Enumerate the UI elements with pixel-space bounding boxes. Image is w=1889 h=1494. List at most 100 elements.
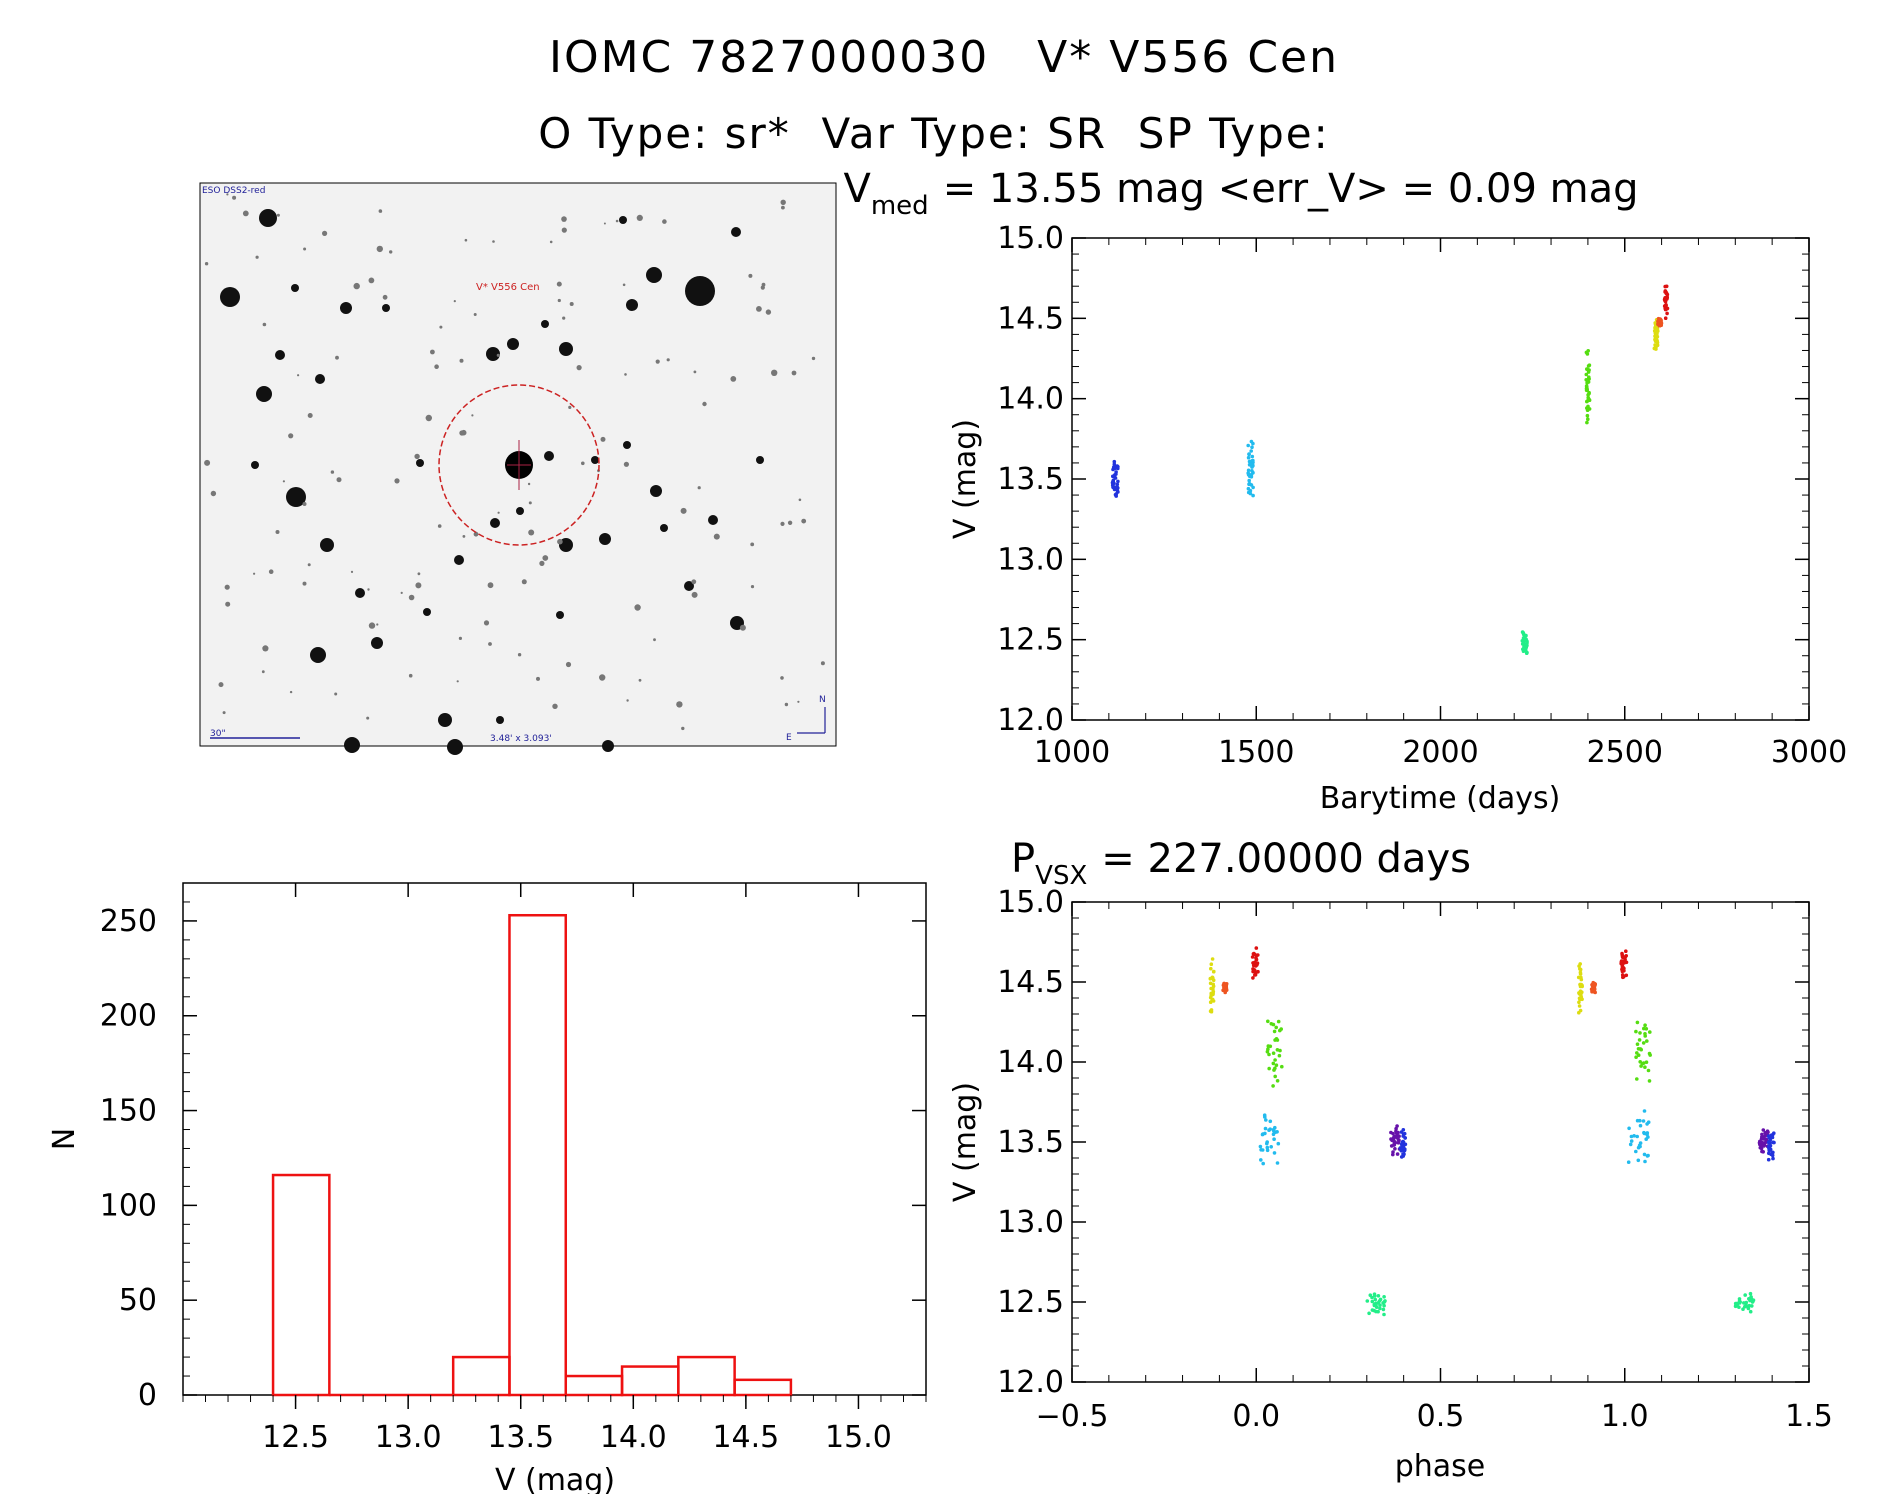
data-point <box>1374 1309 1378 1314</box>
data-point <box>1646 1068 1651 1073</box>
finder-faint-star <box>730 376 737 382</box>
finder-star <box>454 555 464 565</box>
finder-faint-star <box>662 219 667 224</box>
data-point <box>1521 631 1526 636</box>
data-point <box>1622 961 1626 965</box>
data-point <box>1265 1148 1270 1153</box>
data-point <box>1643 1023 1647 1027</box>
data-point <box>1579 977 1584 982</box>
finder-faint-star <box>302 581 307 586</box>
data-point <box>1763 1140 1768 1145</box>
data-point <box>1585 388 1589 392</box>
finder-faint-star <box>653 638 656 642</box>
finder-faint-star <box>599 674 606 681</box>
finder-faint-star <box>624 373 627 376</box>
x-tick-label: 1.5 <box>1785 1399 1833 1434</box>
x-tick-label: 3000 <box>1771 735 1847 770</box>
finder-faint-star <box>376 623 379 626</box>
finder-faint-star <box>288 433 294 439</box>
data-point <box>1253 973 1257 977</box>
finder-star <box>544 451 554 461</box>
data-point <box>1251 458 1255 463</box>
finder-faint-star <box>242 210 249 217</box>
data-point <box>1264 1118 1268 1122</box>
lightcurve-xlabel: Barytime (days) <box>1320 781 1561 816</box>
finder-faint-star <box>556 281 562 287</box>
finder-faint-star <box>798 498 802 502</box>
data-point <box>1212 969 1216 974</box>
data-point <box>1744 1300 1749 1305</box>
data-point <box>1382 1303 1386 1308</box>
data-point <box>1401 1134 1405 1138</box>
finder-star <box>496 716 504 724</box>
phase-points <box>1208 946 1776 1317</box>
y-tick-label: 14.0 <box>997 1045 1064 1080</box>
data-point <box>1769 1133 1773 1138</box>
x-tick-label: 2000 <box>1402 735 1478 770</box>
data-point <box>1391 1131 1395 1136</box>
data-point <box>1273 1066 1277 1071</box>
data-point <box>1261 1161 1265 1166</box>
data-point <box>1644 1060 1649 1064</box>
data-point <box>1747 1297 1751 1301</box>
data-point <box>1116 479 1120 484</box>
data-point <box>1525 640 1529 644</box>
finder-faint-star <box>780 676 784 680</box>
x-tick-label: 15.0 <box>825 1420 892 1455</box>
data-point <box>1592 981 1597 986</box>
finder-faint-star <box>528 501 532 505</box>
data-point <box>1394 1126 1398 1131</box>
finder-faint-star <box>600 436 606 442</box>
data-point <box>1268 1127 1272 1131</box>
data-point <box>1273 1074 1277 1079</box>
lightcurve-title-sub: med <box>871 191 929 221</box>
data-point <box>1761 1135 1765 1139</box>
data-point <box>1250 445 1254 450</box>
data-point <box>1209 1008 1214 1012</box>
data-point <box>1265 1140 1269 1144</box>
finder-faint-star <box>622 283 626 287</box>
data-point <box>1276 1141 1281 1146</box>
finder-faint-star <box>487 582 494 589</box>
data-point <box>1271 1061 1276 1066</box>
data-point <box>1627 1126 1631 1131</box>
data-point <box>1586 417 1590 422</box>
histogram-bar <box>564 1374 624 1397</box>
data-point <box>1636 1158 1641 1163</box>
data-point <box>1621 975 1625 980</box>
histogram-bar <box>677 1355 736 1397</box>
data-point <box>1620 953 1624 957</box>
data-point <box>1278 1028 1282 1033</box>
data-point <box>1401 1152 1406 1157</box>
data-point <box>1624 973 1629 978</box>
finder-faint-star <box>787 520 793 525</box>
data-point <box>1585 381 1589 385</box>
data-point <box>1249 439 1254 444</box>
data-point <box>1665 306 1669 311</box>
finder-faint-star <box>276 213 280 217</box>
data-point <box>1747 1303 1752 1308</box>
y-tick-label: 13.0 <box>997 1205 1064 1240</box>
finder-faint-star <box>336 477 342 483</box>
data-point <box>1587 363 1592 368</box>
data-point <box>1576 975 1581 980</box>
data-point <box>1638 1123 1643 1128</box>
data-point <box>1272 1137 1276 1141</box>
x-tick-label: 1.0 <box>1601 1399 1649 1434</box>
finder-faint-star <box>765 309 772 315</box>
data-point <box>1621 965 1625 970</box>
data-point <box>1638 1047 1643 1051</box>
finder-faint-star <box>414 453 420 460</box>
finder-faint-star <box>204 262 209 266</box>
data-point <box>1587 407 1592 411</box>
data-point <box>1585 413 1590 418</box>
data-point <box>1266 1044 1271 1048</box>
data-point <box>1267 1066 1271 1071</box>
target-circle <box>438 384 600 546</box>
data-point <box>1523 637 1527 641</box>
y-tick-label: 12.5 <box>997 623 1064 658</box>
data-point <box>1246 468 1251 473</box>
data-point <box>1251 485 1255 490</box>
finder-faint-star <box>262 322 267 327</box>
